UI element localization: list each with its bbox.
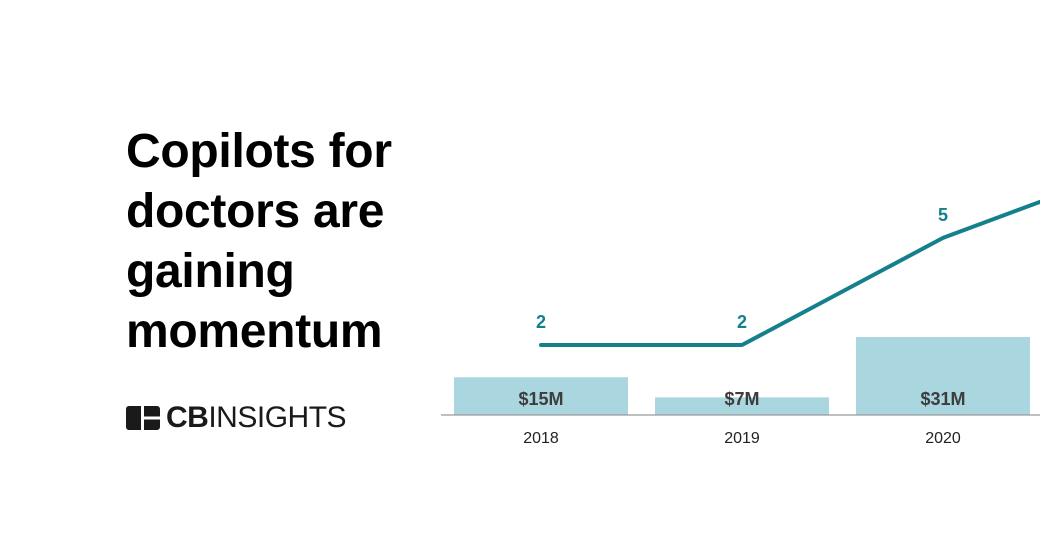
- bar-label-2019: $7M: [724, 389, 759, 409]
- bar-label-2020: $31M: [920, 389, 965, 409]
- brand-name-rest: INSIGHTS: [208, 401, 347, 434]
- bar-2020: [856, 337, 1030, 415]
- x-tick-2018: 2018: [523, 430, 559, 447]
- bar-2018: [454, 377, 628, 415]
- cb-logo-icon: [126, 406, 160, 430]
- brand-name-bold: CB: [166, 401, 209, 434]
- bar-label-2018: $15M: [518, 389, 563, 409]
- bar-2019: [655, 397, 829, 415]
- point-label-2018: 2: [536, 312, 546, 332]
- point-label-2020: 5: [938, 205, 948, 225]
- brand-name: CBINSIGHTS: [166, 400, 347, 436]
- x-tick-2020: 2020: [925, 430, 961, 447]
- x-tick-2019: 2019: [724, 430, 760, 447]
- headline: Copilots for doctors are gaining momentu…: [126, 125, 392, 358]
- point-label-2019: 2: [737, 312, 747, 332]
- deals-line: [539, 199, 1040, 347]
- brand-logo: CBINSIGHTS: [126, 400, 347, 436]
